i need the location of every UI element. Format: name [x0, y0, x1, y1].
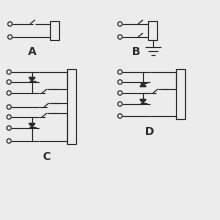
Bar: [176, 69, 185, 119]
Circle shape: [7, 91, 11, 95]
Text: B: B: [132, 47, 140, 57]
Text: A: A: [28, 47, 36, 57]
Circle shape: [7, 115, 11, 119]
Circle shape: [7, 126, 11, 130]
Circle shape: [7, 105, 11, 109]
Text: C: C: [43, 152, 51, 162]
Circle shape: [8, 22, 12, 26]
Circle shape: [118, 102, 122, 106]
Circle shape: [118, 114, 122, 118]
Circle shape: [7, 80, 11, 84]
Text: D: D: [145, 127, 155, 137]
Bar: [50, 21, 59, 40]
Polygon shape: [140, 99, 146, 103]
Bar: [67, 69, 76, 144]
Circle shape: [118, 80, 122, 84]
Polygon shape: [29, 77, 35, 81]
Circle shape: [7, 139, 11, 143]
Circle shape: [118, 91, 122, 95]
Bar: [148, 21, 157, 40]
Circle shape: [8, 35, 12, 39]
Polygon shape: [140, 83, 146, 87]
Circle shape: [7, 70, 11, 74]
Circle shape: [118, 22, 122, 26]
Circle shape: [118, 35, 122, 39]
Polygon shape: [29, 123, 35, 127]
Circle shape: [118, 70, 122, 74]
